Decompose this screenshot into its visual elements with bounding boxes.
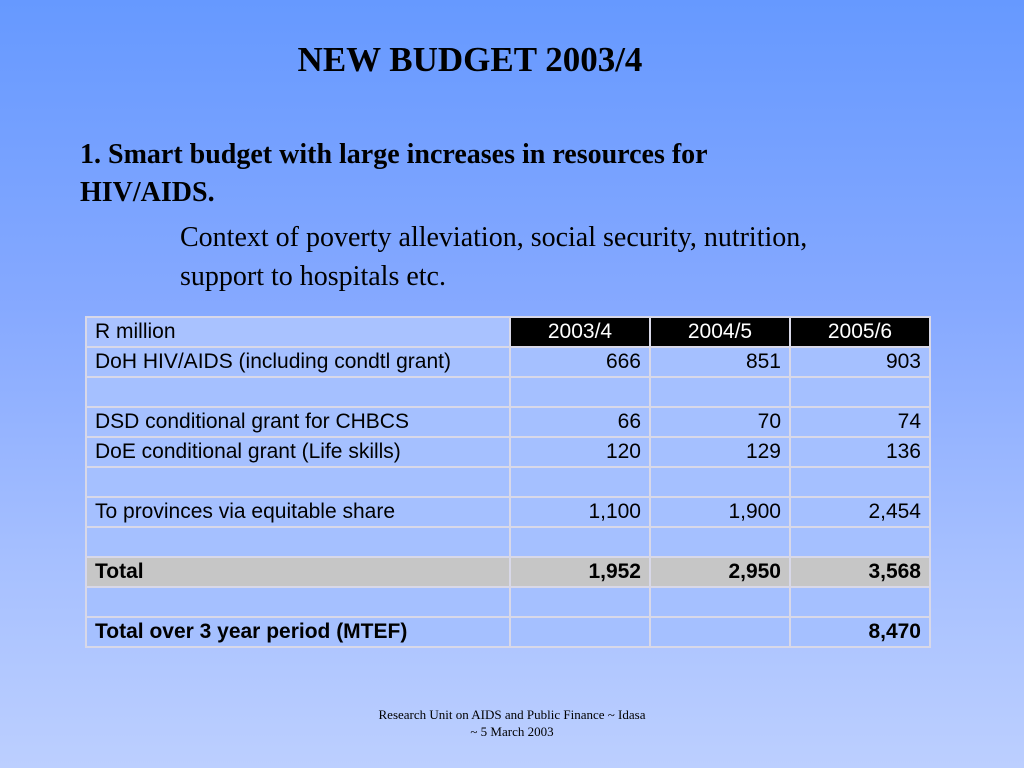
header-label: R million: [85, 316, 511, 348]
header-year-2003-4: 2003/4: [509, 316, 651, 348]
row-label: [85, 466, 511, 498]
row-label: DSD conditional grant for CHBCS: [85, 406, 511, 438]
cell-value: 70: [649, 406, 791, 438]
cell-value: 2,454: [789, 496, 931, 528]
cell-value: [509, 466, 651, 498]
cell-value: [509, 586, 651, 618]
table-row-mtef-total: Total over 3 year period (MTEF) 8,470: [85, 616, 931, 648]
table-row: To provinces via equitable share 1,100 1…: [85, 496, 931, 528]
context-line-2: support to hospitals etc.: [180, 261, 446, 292]
cell-value: 8,470: [789, 616, 931, 648]
row-label: [85, 376, 511, 408]
cell-value: [789, 466, 931, 498]
row-label: DoE conditional grant (Life skills): [85, 436, 511, 468]
cell-value: 136: [789, 436, 931, 468]
cell-value: [789, 586, 931, 618]
cell-value: 1,100: [509, 496, 651, 528]
cell-value: 129: [649, 436, 791, 468]
row-label: Total over 3 year period (MTEF): [85, 616, 511, 648]
cell-value: [649, 586, 791, 618]
table-row-blank: [85, 526, 931, 558]
table-row: DSD conditional grant for CHBCS 66 70 74: [85, 406, 931, 438]
cell-value: 1,900: [649, 496, 791, 528]
cell-value: 3,568: [789, 556, 931, 588]
main-point-line-1: 1. Smart budget with large increases in …: [80, 139, 708, 170]
cell-value: [649, 526, 791, 558]
cell-value: 666: [509, 346, 651, 378]
main-point-line-2: HIV/AIDS.: [80, 177, 215, 208]
slide-title: NEW BUDGET 2003/4: [297, 40, 643, 79]
cell-value: [509, 526, 651, 558]
table-row: DoH HIV/AIDS (including condtl grant) 66…: [85, 346, 931, 378]
footer-line-2: ~ 5 March 2003: [470, 724, 554, 739]
row-label: To provinces via equitable share: [85, 496, 511, 528]
cell-value: 74: [789, 406, 931, 438]
context-line-1: Context of poverty alleviation, social s…: [180, 222, 808, 253]
budget-table: R million 2003/4 2004/5 2005/6 DoH HIV/A…: [85, 316, 931, 648]
cell-value: 851: [649, 346, 791, 378]
table-row-blank: [85, 586, 931, 618]
row-label: [85, 586, 511, 618]
cell-value: [789, 526, 931, 558]
cell-value: [649, 376, 791, 408]
cell-value: [789, 376, 931, 408]
row-label: Total: [85, 556, 511, 588]
cell-value: 903: [789, 346, 931, 378]
table-header-row: R million 2003/4 2004/5 2005/6: [85, 316, 931, 348]
slide-footer: Research Unit on AIDS and Public Finance…: [312, 706, 712, 740]
cell-value: [509, 376, 651, 408]
header-year-2004-5: 2004/5: [649, 316, 791, 348]
cell-value: 120: [509, 436, 651, 468]
context-text: Context of poverty alleviation, social s…: [180, 218, 960, 296]
table-row: DoE conditional grant (Life skills) 120 …: [85, 436, 931, 468]
header-year-2005-6: 2005/6: [789, 316, 931, 348]
cell-value: [649, 466, 791, 498]
cell-value: 66: [509, 406, 651, 438]
footer-line-1: Research Unit on AIDS and Public Finance…: [378, 707, 646, 722]
cell-value: [509, 616, 651, 648]
table-row-blank: [85, 376, 931, 408]
table-row-blank: [85, 466, 931, 498]
row-label: DoH HIV/AIDS (including condtl grant): [85, 346, 511, 378]
cell-value: 2,950: [649, 556, 791, 588]
main-point: 1. Smart budget with large increases in …: [80, 136, 900, 212]
cell-value: [649, 616, 791, 648]
table-row-total: Total 1,952 2,950 3,568: [85, 556, 931, 588]
row-label: [85, 526, 511, 558]
cell-value: 1,952: [509, 556, 651, 588]
